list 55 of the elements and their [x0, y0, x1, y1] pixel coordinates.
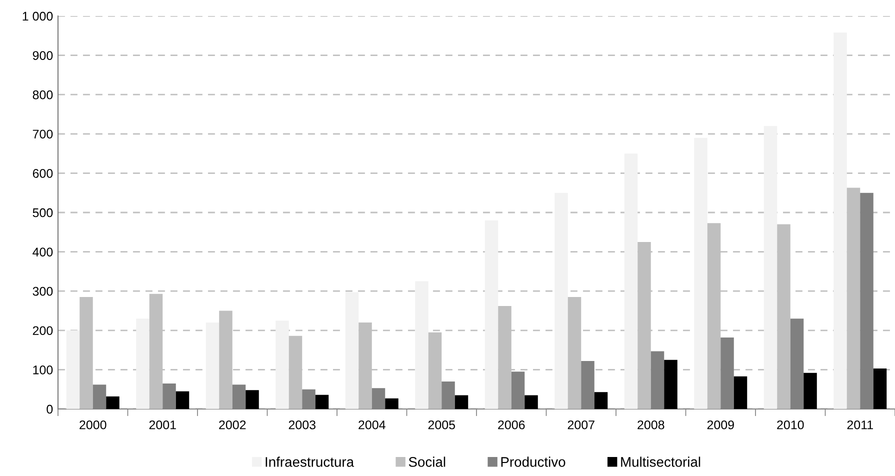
x-tick-label: 2007	[568, 420, 594, 430]
bar	[554, 192, 568, 409]
bar	[415, 281, 428, 409]
bar	[66, 330, 80, 409]
bar	[80, 296, 93, 409]
bar	[834, 32, 847, 409]
y-tick-label: 100	[33, 366, 53, 374]
bar	[734, 376, 748, 409]
x-tick-label: 2004	[358, 420, 386, 430]
bar	[246, 390, 259, 409]
bar	[385, 398, 398, 409]
y-tick-label: 900	[32, 51, 53, 60]
bar	[777, 224, 790, 409]
bar	[315, 394, 329, 409]
x-tick-label: 2005	[428, 420, 456, 430]
y-tick-label: 300	[32, 286, 53, 296]
bar	[594, 392, 608, 409]
x-tick-label: 2006	[498, 420, 525, 430]
legend-label: Productivo	[501, 456, 566, 467]
legend-label: Multisectorial	[621, 456, 700, 467]
y-tick-label: 0	[46, 404, 53, 414]
y-tick-label: 700	[32, 130, 53, 139]
bar	[568, 296, 582, 409]
x-tick-label: 2001	[149, 420, 176, 430]
bar	[276, 320, 289, 409]
bar	[106, 396, 120, 409]
x-tick-label: 2009	[707, 420, 734, 430]
bar	[524, 395, 538, 409]
bar	[873, 368, 887, 409]
bar	[624, 154, 638, 409]
bar	[484, 220, 498, 409]
y-tick-label: 600	[32, 169, 53, 178]
bar	[846, 188, 860, 409]
y-tick-label: 400	[32, 248, 53, 256]
bar	[206, 322, 220, 409]
bar	[454, 395, 468, 409]
bar	[764, 126, 778, 409]
x-tick-label: 2002	[219, 420, 246, 430]
bar	[694, 138, 708, 409]
y-tick-label: 200	[32, 326, 53, 336]
x-tick-label: 2010	[777, 420, 804, 430]
bar	[804, 372, 817, 409]
x-tick-label: 2008	[638, 420, 664, 430]
y-tick-label: 1 000	[22, 12, 53, 21]
y-tick-label: 500	[32, 208, 53, 218]
bar	[664, 360, 678, 409]
bar	[176, 391, 190, 409]
x-tick-label: 2003	[288, 420, 316, 430]
x-tick-label: 2000	[80, 420, 106, 430]
y-tick-label: 800	[32, 90, 53, 100]
legend-label: Social	[408, 456, 446, 467]
bar	[345, 292, 359, 409]
legend-label: Infraestructura	[266, 456, 354, 467]
x-tick-label: 2011	[847, 420, 873, 430]
bar	[136, 318, 150, 409]
